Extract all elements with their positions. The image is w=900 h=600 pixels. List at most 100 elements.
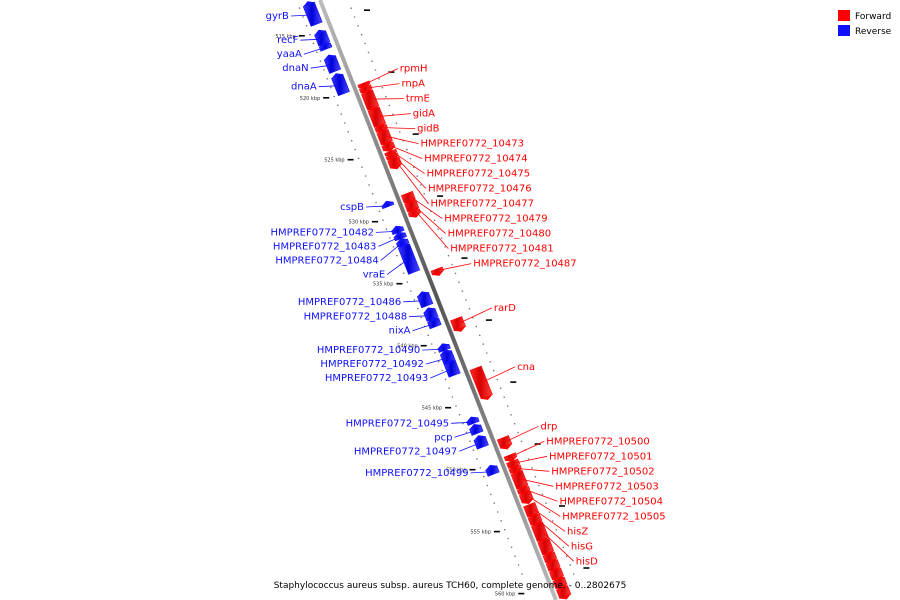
gene-label-recf: recF [277,35,299,46]
leader-rnpa [367,83,400,89]
gene-label-leaders [290,14,575,562]
guide-dot [486,352,488,354]
gene-arrow-hisa [552,575,564,581]
gene-arrow-rard [454,326,466,332]
gene-arrow-hmpref0772-10502 [510,468,522,475]
gene-label-hmpref0772-10476: HMPREF0772_10476 [428,184,531,195]
guide-dot [496,511,499,513]
leader-hmpref0772-10493 [430,369,451,379]
guide-dot [406,281,409,283]
legend-forward-swatch [838,10,850,21]
gene-arrow-hmpref0772-10480 [407,207,419,213]
guide-dot [357,157,360,160]
guide-dot [357,25,359,27]
gene-pcp [469,424,484,436]
guide-dot [371,60,373,62]
guide-dot [396,254,398,257]
guide-dot [354,148,357,151]
guide-dot [496,378,499,381]
leader-dnan [310,64,331,69]
guide-dot [451,396,454,398]
gene-label-hmpref0772-10483: HMPREF0772_10483 [273,241,376,252]
guide-dot [389,237,391,239]
gene-arrow-hmpref0772-10488 [423,307,435,313]
guide-dot [534,475,537,478]
gene-arrow-hmpref0772-10482 [391,225,403,231]
gene-arrow-trme [367,105,379,111]
guide-dot [333,95,336,98]
guide-dot [417,307,419,310]
track-guide-dots [298,7,575,575]
guide-dot [517,431,519,434]
gene-arrow-rpmh [358,83,370,89]
guide-dot [378,78,380,80]
guide-dot [507,537,510,540]
genome-axis [318,0,558,600]
guide-dot [378,210,381,213]
leader-hmpref0772-10482 [375,231,397,233]
gene-label-gyrb: gyrB [266,11,289,22]
guide-dot [472,449,475,451]
gene-label-hmpref0772-10480: HMPREF0772_10480 [448,229,551,240]
gene-arrow-pcp [469,424,481,430]
guide-dot [392,113,394,116]
gene-label-hmpref0772-10474: HMPREF0772_10474 [424,154,527,165]
gene-arrow-hmpref0772-10500 [505,456,517,462]
gene-label-hmpref0772-10479: HMPREF0772_10479 [444,214,547,225]
gene-label-dnan: dnaN [282,63,308,74]
gene-arrow-hish [549,566,561,573]
leader-recf [300,38,321,41]
guide-dot [475,325,478,328]
gene-label-hisz: hisZ [567,526,588,537]
leader-cna [482,366,516,383]
gene-label-hmpref0772-10484: HMPREF0772_10484 [275,255,378,266]
guide-dot [555,529,558,531]
tick-label-545: 545 kbp [422,406,442,412]
guide-dot [461,290,464,292]
guide-dot [298,7,301,9]
guide-dot [385,228,388,230]
gene-gyrb [302,1,323,27]
guide-dot [350,7,353,9]
guide-dot [392,246,395,248]
guide-dot [375,201,377,204]
guide-dot [562,546,565,549]
guide-dot [527,458,530,460]
gene-arrow-hmpref0772-10490 [437,343,449,349]
guide-dot [483,475,485,478]
legend: Forward Reverse [838,10,892,37]
gene-arrow-nixa [427,317,439,323]
gene-label-hmpref0772-10493: HMPREF0772_10493 [325,373,428,384]
guide-dot [513,422,516,425]
genome-caption: Staphylococcus aureus subsp. aureus TCH6… [274,581,627,591]
gene-label-hmpref0772-10477: HMPREF0772_10477 [431,199,534,210]
leader-hmpref0772-10503 [521,478,554,487]
guide-dot [503,396,506,399]
genome-axis-line [318,0,558,600]
guide-dot [413,299,416,301]
guide-dot [468,307,471,310]
gene-arrow-hisd [537,537,549,543]
gene-label-drp: drp [541,421,558,432]
guide-dot [499,387,502,390]
guide-dot [340,113,343,115]
guide-dot [458,413,461,416]
leader-hmpref0772-10475 [392,151,425,174]
guide-dot [482,343,485,345]
guide-dot [479,467,482,469]
guide-dot [441,369,443,372]
gene-arrow-hmpref0772-10505 [522,498,534,504]
leader-hmpref0772-10497 [459,442,480,452]
guide-dot [381,86,384,89]
gene-arrow-hmpref0772-10487 [432,270,444,276]
gene-arrow-hmpref0772-10495 [466,416,478,422]
gene-label-hmpref0772-10501: HMPREF0772_10501 [549,451,652,462]
guide-dot [309,33,311,36]
leader-hmpref0772-10473 [386,135,419,144]
guide-dot [403,272,405,275]
guide-dot [361,166,363,168]
gene-label-rpmh: rpmH [400,64,428,75]
guide-dot [444,378,447,381]
guide-dot [385,95,387,98]
